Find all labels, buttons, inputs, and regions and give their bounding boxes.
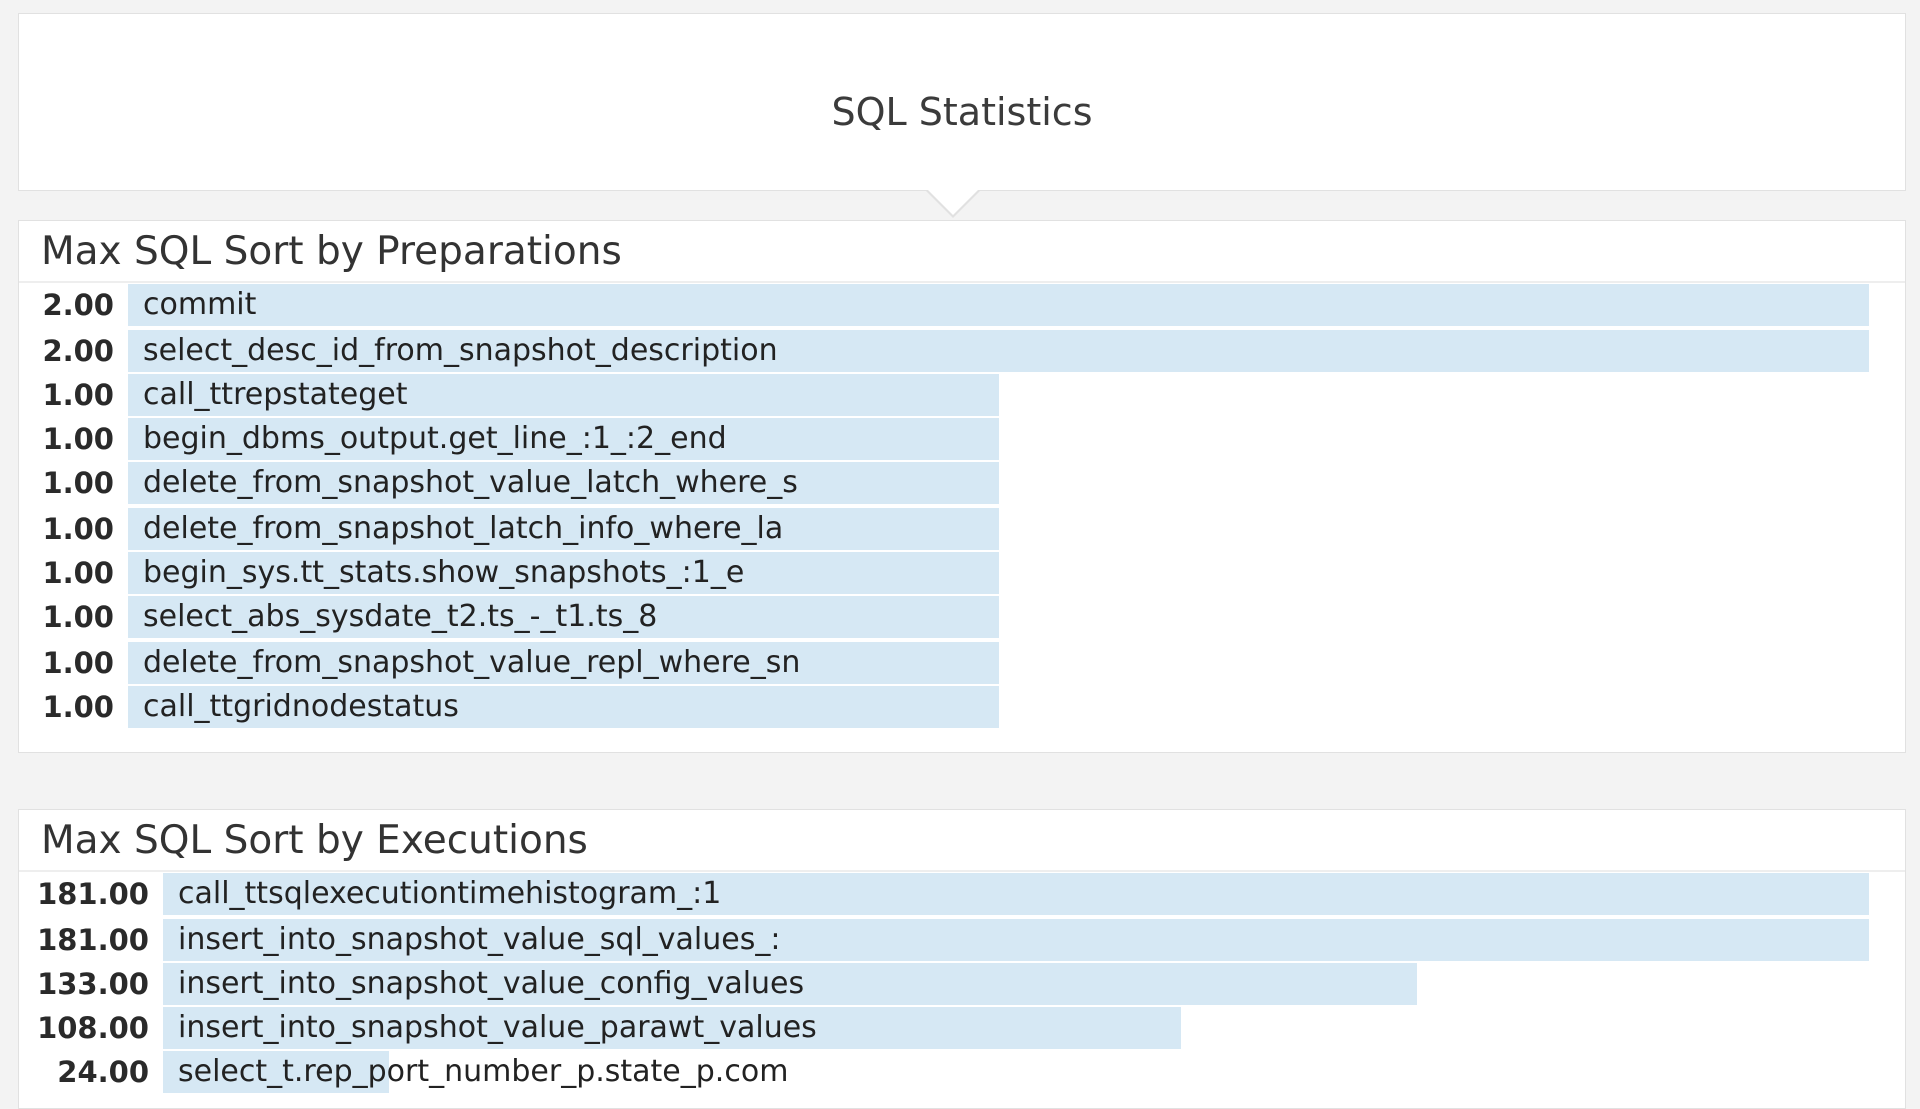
widget-preparations: Max SQL Sort by Preparations 2.00 commit 2…	[18, 220, 1906, 753]
dashboard-header-panel: SQL Statistics	[18, 13, 1906, 191]
row-label: insert_into_snapshot_value_config_values	[178, 966, 805, 1001]
row-bar	[128, 686, 999, 728]
row-value: 2.00	[42, 334, 114, 368]
row-value: 1.00	[42, 556, 114, 590]
row-label: call_ttsqlexecutiontimehistogram_:1	[178, 876, 722, 911]
row-label: delete_from_snapshot_latch_info_where_la	[143, 511, 784, 546]
row-label: delete_from_snapshot_value_repl_where_sn	[143, 645, 801, 680]
row-bar	[163, 919, 1869, 961]
row-label: select_t.rep_port_number_p.state_p.com	[178, 1054, 789, 1089]
toplist-row[interactable]: 2.00 commit	[19, 284, 1899, 328]
row-bar	[163, 963, 1417, 1005]
toplist-row[interactable]: 1.00 begin_sys.tt_stats.show_snapshots_:1…	[19, 552, 1899, 596]
row-label: insert_into_snapshot_value_sql_values_:	[178, 922, 781, 957]
row-bar	[163, 873, 1869, 915]
row-label: call_ttrepstateget	[143, 377, 408, 412]
row-value: 1.00	[42, 422, 114, 456]
row-value: 133.00	[37, 967, 149, 1001]
row-value: 24.00	[57, 1055, 149, 1089]
row-bar	[128, 284, 1869, 326]
row-label: select_desc_id_from_snapshot_description	[143, 333, 778, 368]
toplist-row[interactable]: 1.00 delete_from_snapshot_value_latch_whe…	[19, 462, 1899, 506]
row-label: commit	[143, 287, 257, 322]
row-bar	[128, 596, 999, 638]
row-value: 181.00	[37, 877, 149, 911]
row-label: delete_from_snapshot_value_latch_where_s	[143, 465, 798, 500]
widget-title: Max SQL Sort by Executions	[19, 810, 1905, 872]
row-bar	[128, 330, 1869, 372]
row-value: 2.00	[42, 288, 114, 322]
row-bar	[163, 1007, 1181, 1049]
toplist-row[interactable]: 2.00 select_desc_id_from_snapshot_descrip…	[19, 330, 1899, 374]
row-value: 1.00	[42, 600, 114, 634]
row-bar	[128, 418, 999, 460]
toplist-row[interactable]: 1.00 call_ttgridnodestatus	[19, 686, 1899, 730]
toplist-row[interactable]: 1.00 delete_from_snapshot_value_repl_wher…	[19, 642, 1899, 686]
row-value: 1.00	[42, 512, 114, 546]
toplist-row[interactable]: 133.00 insert_into_snapshot_value_config_…	[19, 963, 1899, 1007]
toplist-row[interactable]: 1.00 select_abs_sysdate_t2.ts_-_t1.ts_8	[19, 596, 1899, 640]
toplist-row[interactable]: 1.00 delete_from_snapshot_latch_info_wher…	[19, 508, 1899, 552]
row-bar	[128, 552, 999, 594]
row-value: 1.00	[42, 646, 114, 680]
row-bar	[128, 642, 999, 684]
row-value: 1.00	[42, 378, 114, 412]
row-bar	[128, 374, 999, 416]
header-pointer-notch-inner	[927, 189, 979, 215]
toplist-row[interactable]: 181.00 call_ttsqlexecutiontimehistogram_:…	[19, 873, 1899, 917]
row-value: 1.00	[42, 690, 114, 724]
row-bar	[128, 462, 999, 504]
toplist-row[interactable]: 108.00 insert_into_snapshot_value_parawt_…	[19, 1007, 1899, 1051]
row-label: select_abs_sysdate_t2.ts_-_t1.ts_8	[143, 599, 658, 634]
row-bar	[128, 508, 999, 550]
row-label: begin_dbms_output.get_line_:1_:2_end	[143, 421, 727, 456]
widget-executions: Max SQL Sort by Executions 181.00 call_tt…	[18, 809, 1906, 1109]
row-value: 1.00	[42, 466, 114, 500]
widget-title: Max SQL Sort by Preparations	[19, 221, 1905, 283]
row-value: 108.00	[37, 1011, 149, 1045]
dashboard-title: SQL Statistics	[831, 90, 1093, 134]
row-label: call_ttgridnodestatus	[143, 689, 459, 724]
row-label: insert_into_snapshot_value_parawt_values	[178, 1010, 817, 1045]
toplist-row[interactable]: 181.00 insert_into_snapshot_value_sql_val…	[19, 919, 1899, 963]
toplist-row[interactable]: 1.00 begin_dbms_output.get_line_:1_:2_end	[19, 418, 1899, 462]
toplist-row[interactable]: 24.00 select_t.rep_port_number_p.state_p.…	[19, 1051, 1899, 1095]
row-label: begin_sys.tt_stats.show_snapshots_:1_e	[143, 555, 745, 590]
row-value: 181.00	[37, 923, 149, 957]
toplist-row[interactable]: 1.00 call_ttrepstateget	[19, 374, 1899, 418]
